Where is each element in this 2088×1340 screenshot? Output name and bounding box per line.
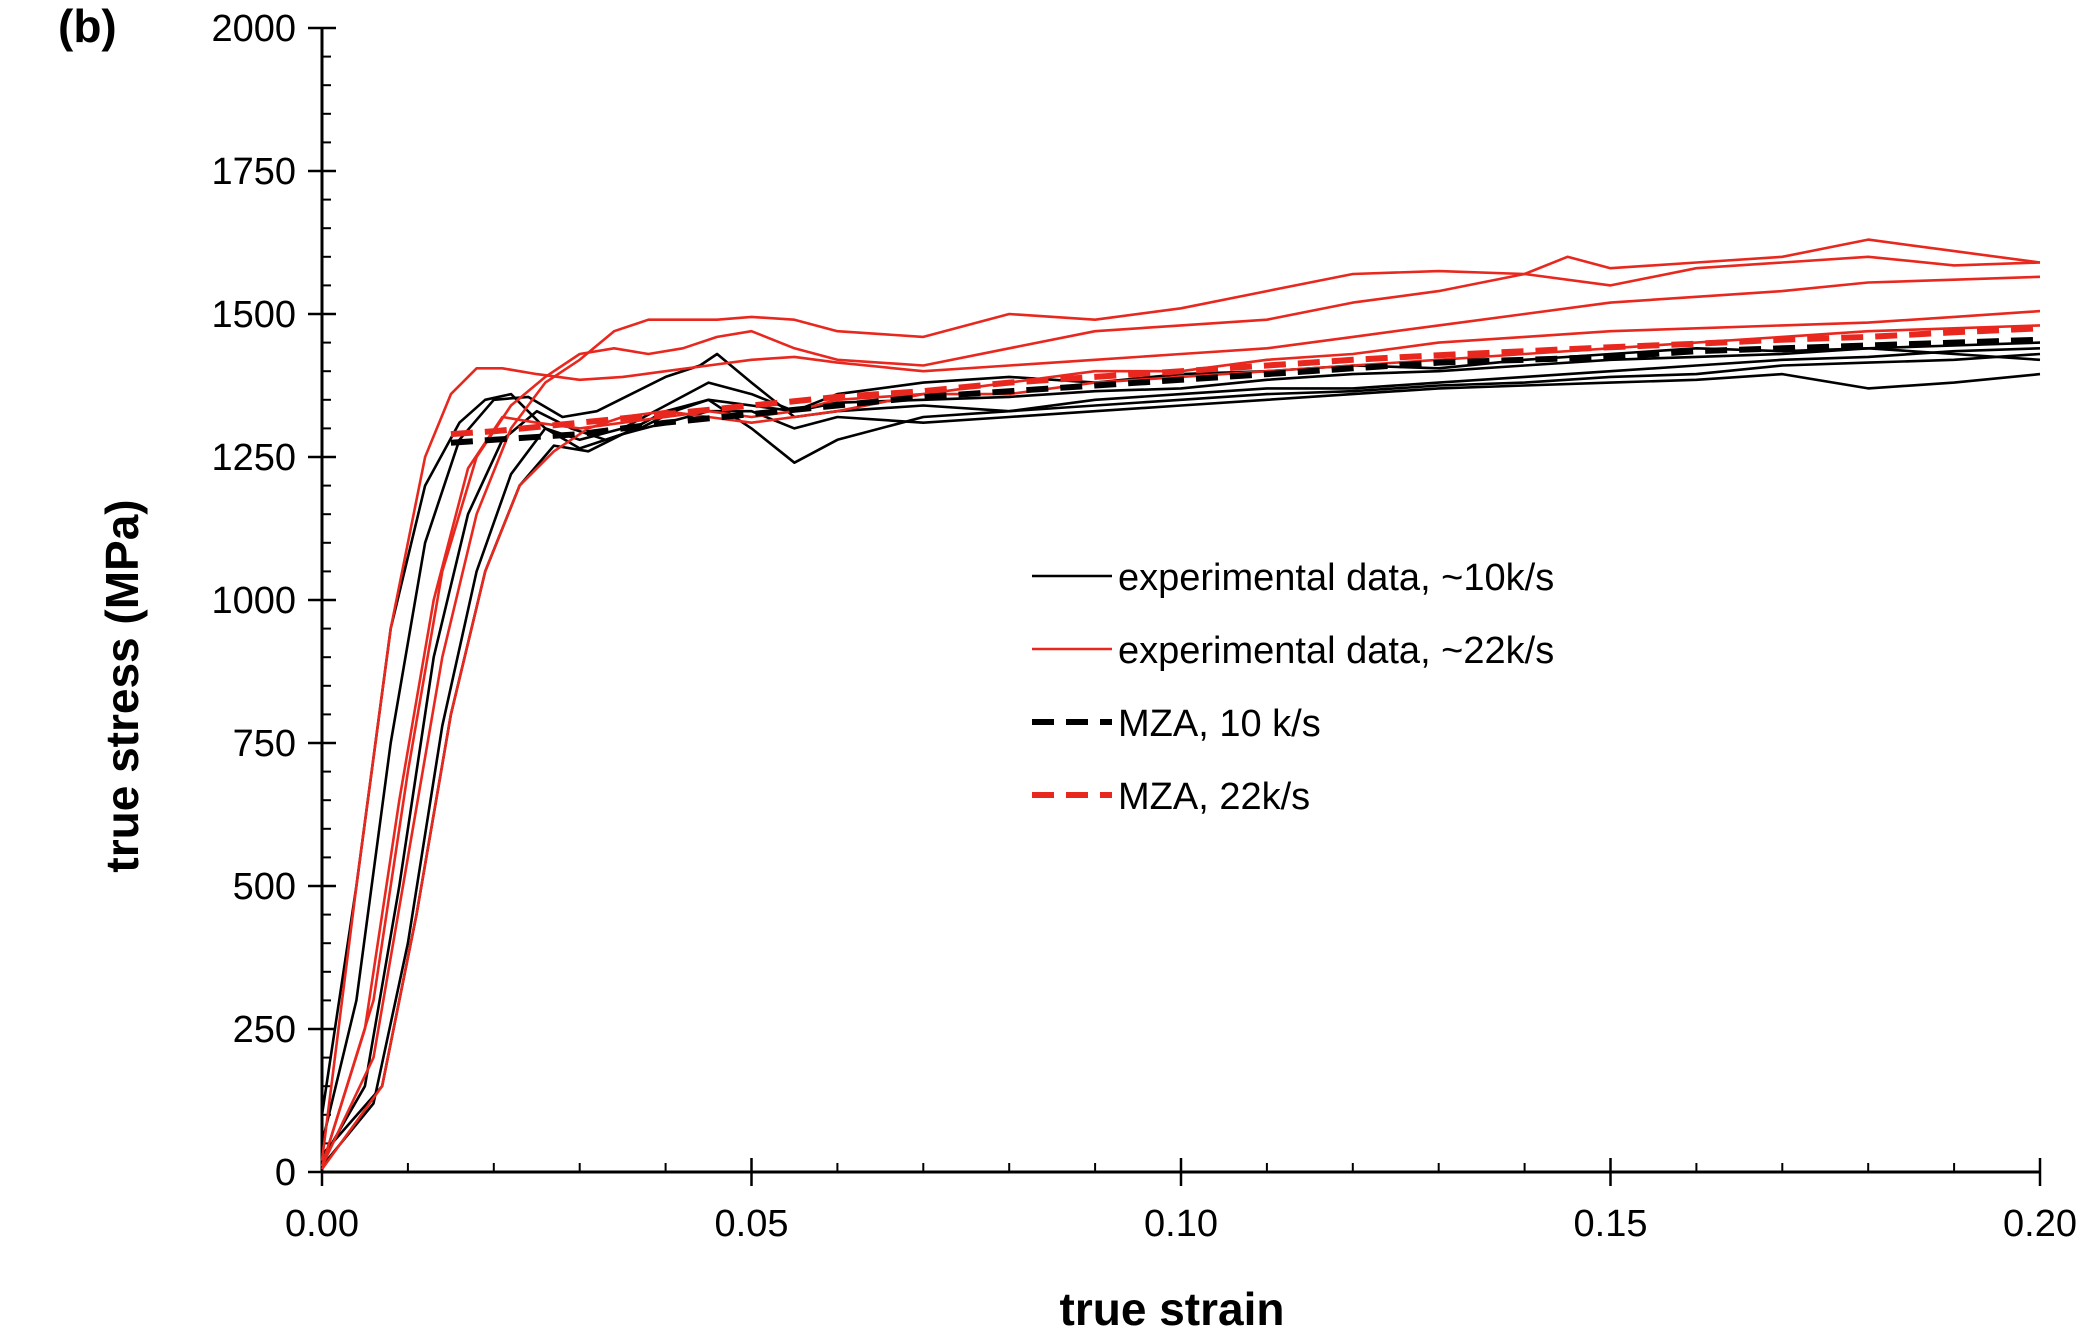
series-line-exp22-8 bbox=[320, 309, 2041, 1170]
x-tick-label: 0.15 bbox=[1574, 1203, 1648, 1245]
x-tick-label: 0.00 bbox=[285, 1203, 359, 1245]
y-tick-label: 2000 bbox=[211, 8, 296, 50]
y-axis-title: true stress (MPa) bbox=[96, 499, 148, 872]
series-line-exp22-5 bbox=[320, 275, 2041, 1161]
series-line-exp10-3 bbox=[320, 346, 2041, 1168]
y-tick-label: 1750 bbox=[211, 151, 296, 193]
series-line-exp22-9 bbox=[320, 324, 2041, 1167]
y-tick-label: 1500 bbox=[211, 294, 296, 336]
y-tick-label: 1000 bbox=[211, 580, 296, 622]
x-tick-label: 0.10 bbox=[1144, 1203, 1218, 1245]
x-tick-label: 0.05 bbox=[715, 1203, 789, 1245]
y-tick-label: 500 bbox=[233, 866, 296, 908]
y-tick-label: 250 bbox=[233, 1009, 296, 1051]
legend-label-2: MZA, 10 k/s bbox=[1118, 703, 1321, 745]
y-tick-label: 1250 bbox=[211, 437, 296, 479]
y-tick-label: 750 bbox=[233, 723, 296, 765]
series-line-exp22-6 bbox=[320, 238, 2041, 1167]
x-tick-label: 0.20 bbox=[2003, 1203, 2077, 1245]
series-group bbox=[320, 238, 2041, 1170]
series-line-mza10-10 bbox=[450, 336, 2041, 446]
axes: 0 250 500 750 1000 1250 1500 1750 2000 0.00 0.05 0.… bbox=[211, 8, 2077, 1245]
panel-label: (b) bbox=[58, 0, 117, 52]
legend-label-1: experimental data, ~22k/s bbox=[1118, 630, 1554, 672]
series-line-exp10-4 bbox=[321, 372, 2041, 1156]
series-line-exp10-2 bbox=[320, 347, 2041, 1162]
x-axis-title: true strain bbox=[1060, 1283, 1285, 1335]
legend-label-0: experimental data, ~10k/s bbox=[1118, 557, 1554, 599]
series-line-exp22-7 bbox=[320, 255, 2041, 1167]
y-tick-label: 0 bbox=[275, 1152, 296, 1194]
series-line-exp10-1 bbox=[320, 352, 2041, 1144]
legend: experimental data, ~10k/s experimental da… bbox=[1032, 557, 1554, 818]
legend-label-3: MZA, 22k/s bbox=[1118, 776, 1310, 818]
